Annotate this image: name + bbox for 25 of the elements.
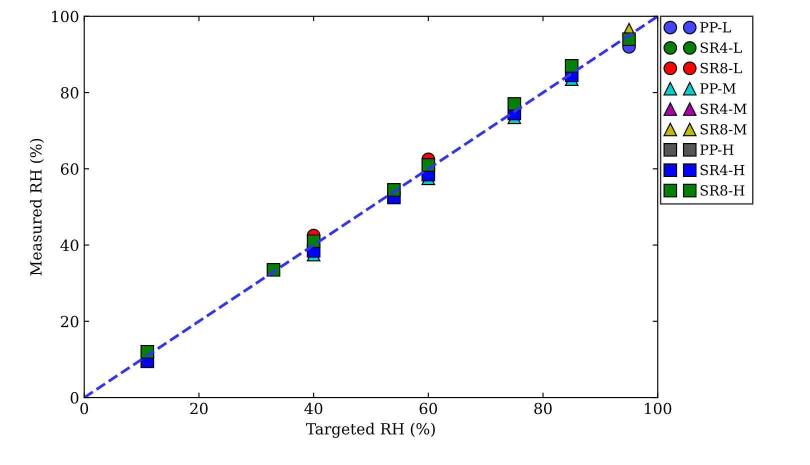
y-tick-label: 80 — [60, 87, 78, 99]
x-tick-label: 60 — [420, 402, 438, 414]
x-tick-label: 80 — [534, 402, 552, 414]
y-tick-label: 100 — [52, 10, 78, 22]
legend-label: SR4-M — [700, 104, 746, 114]
point — [564, 59, 579, 73]
legend-label: SR8-L — [700, 62, 742, 74]
legend-label: SR4-H — [700, 164, 744, 176]
y-tick-label: 60 — [60, 163, 78, 175]
point — [508, 97, 522, 111]
y-tick-label: 20 — [60, 316, 78, 328]
x-tick-label: 100 — [645, 402, 672, 414]
y-axis-title: Measured RH (%) — [30, 138, 44, 276]
y-tick-label: 40 — [60, 240, 78, 252]
legend-label: SR8-H — [700, 185, 744, 196]
y-tick-label: 0 — [70, 392, 78, 404]
x-tick-label: 0 — [80, 402, 88, 414]
legend-label: PP-H — [700, 144, 734, 155]
legend-label: PP-M — [700, 83, 736, 94]
legend-label: SR8-M — [700, 124, 746, 135]
x-tick-label: 40 — [304, 402, 322, 414]
x-axis-title: Targeted RH (%) — [306, 422, 435, 438]
legend-label: PP-L — [700, 22, 731, 32]
x-tick-label: 20 — [190, 402, 208, 414]
legend-label: SR4-L — [700, 42, 742, 53]
